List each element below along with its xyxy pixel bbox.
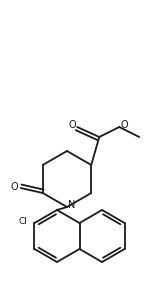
Text: O: O xyxy=(120,120,128,130)
Text: O: O xyxy=(11,182,19,192)
Text: N: N xyxy=(68,200,76,210)
Text: O: O xyxy=(68,120,76,130)
Text: Cl: Cl xyxy=(18,217,27,226)
